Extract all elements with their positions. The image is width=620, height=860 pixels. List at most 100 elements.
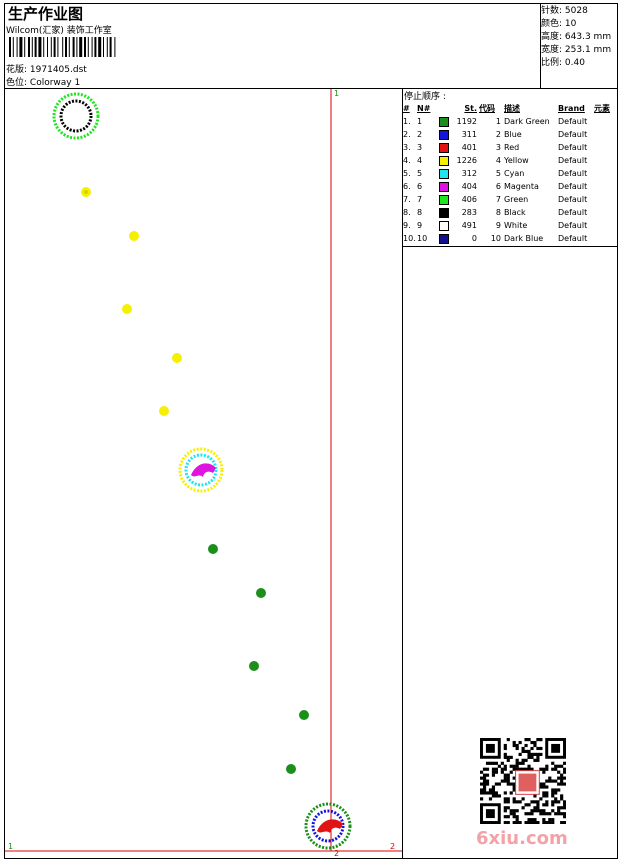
color-swatch [439,168,449,179]
description-cell: Green [504,195,529,204]
brand-cell: Default [558,208,588,217]
green-flower [299,710,309,720]
brand-cell: Default [558,143,588,152]
needle-cell: 4 [417,156,423,165]
table-row: 6. 6 404 6 Magenta Default [403,180,618,193]
col-stitches: St. [464,104,477,113]
legend-bottom-divider [402,246,618,247]
yellow-flower [81,187,91,197]
color-swatch [439,142,449,153]
axis-label-bottom-right: 2 [390,842,396,851]
index-cell: 9. [403,221,411,230]
stitches-cell: 283 [461,208,477,217]
element-cell [594,115,618,128]
element-cell [594,141,618,154]
stitches-cell: 491 [461,221,477,230]
description-cell: Black [504,208,526,217]
description-cell: Cyan [504,169,525,178]
color-swatch [439,207,449,218]
index-cell: 2. [403,130,411,139]
code-cell: 4 [495,156,501,165]
design-file-row: 花版: 1971405.dst [6,62,87,75]
description-cell: Dark Blue [504,234,544,243]
stat-width: 宽度: 253.1 mm [541,45,612,55]
stitches-cell: 406 [461,195,477,204]
needle-cell: 2 [417,130,423,139]
table-row: 10. 10 0 10 Dark Blue Default [403,232,618,245]
stitches-cell: 1226 [456,156,477,165]
index-cell: 6. [403,182,411,191]
colorway-label: 色位: [6,78,28,88]
color-swatch [439,194,449,205]
needle-cell: 6 [417,182,423,191]
table-row: 4. 4 1226 4 Yellow Default [403,154,618,167]
color-swatch [439,181,449,192]
code-cell: 8 [495,208,501,217]
colorway-value: Colorway 1 [29,78,81,88]
stitches-cell: 1192 [456,117,477,126]
code-cell: 7 [495,195,501,204]
color-swatch [439,129,449,140]
axis-label-bottom-left: 1 [8,842,14,851]
color-swatch [439,233,449,244]
needle-cell: 7 [417,195,423,204]
brand-cell: Default [558,234,588,243]
color-swatch [439,116,449,127]
swatch-cell [439,167,453,180]
yellow-flower [159,406,169,416]
canvas-legend-divider [402,88,403,858]
code-cell: 6 [495,182,501,191]
stat-colors: 颜色: 10 [541,19,577,29]
col-code: 代码 [479,104,495,113]
green-flower [256,588,266,598]
description-cell: Blue [504,130,522,139]
brand-cell: Default [558,221,588,230]
code-cell: 5 [495,169,501,178]
col-element: 元素 [594,104,610,113]
watermark: 6xiu.com [476,828,568,849]
table-row: 2. 2 311 2 Blue Default [403,128,618,141]
code-cell: 2 [495,130,501,139]
brand-cell: Default [558,195,588,204]
colorway-row: 色位: Colorway 1 [6,75,80,88]
needle-cell: 1 [417,117,423,126]
stats-divider [540,3,541,88]
element-cell [594,232,618,245]
swatch-cell [439,128,453,141]
company-name: Wilcom(汇家) 装饰工作室 [6,26,112,36]
embroidery-canvas [5,89,402,852]
swatch-cell [439,232,453,245]
color-swatch [439,155,449,166]
table-header-row: # N# St. 代码 描述 Brand 元素 [403,102,618,115]
green-flower [286,764,296,774]
element-cell [594,193,618,206]
needle-cell: 10 [417,234,428,243]
swatch-cell [439,154,453,167]
swatch-cell [439,141,453,154]
stitches-cell: 401 [461,143,477,152]
yellow-flower [172,353,182,363]
center-fish-motif [178,447,224,493]
brand-cell: Default [558,169,588,178]
barcode [9,37,141,57]
element-cell [594,219,618,232]
element-cell [594,167,618,180]
brand-cell: Default [558,117,588,126]
brand-cell: Default [558,182,588,191]
needle-cell: 9 [417,221,423,230]
needle-cell: 5 [417,169,423,178]
index-cell: 5. [403,169,411,178]
table-row: 7. 7 406 7 Green Default [403,193,618,206]
col-brand: Brand [558,104,585,113]
index-cell: 8. [403,208,411,217]
stat-scale: 比例: 0.40 [541,58,585,68]
code-cell: 9 [495,221,501,230]
stop-sequence-table: # N# St. 代码 描述 Brand 元素 1. 1 1192 1 Dark Gre… [403,102,618,245]
stitches-cell: 312 [461,169,477,178]
needle-cell: 8 [417,208,423,217]
code-cell: 1 [495,117,501,126]
description-cell: Yellow [504,156,529,165]
index-cell: 3. [403,143,411,152]
axis-label-top: 1 [334,89,340,98]
header-divider [4,88,618,89]
